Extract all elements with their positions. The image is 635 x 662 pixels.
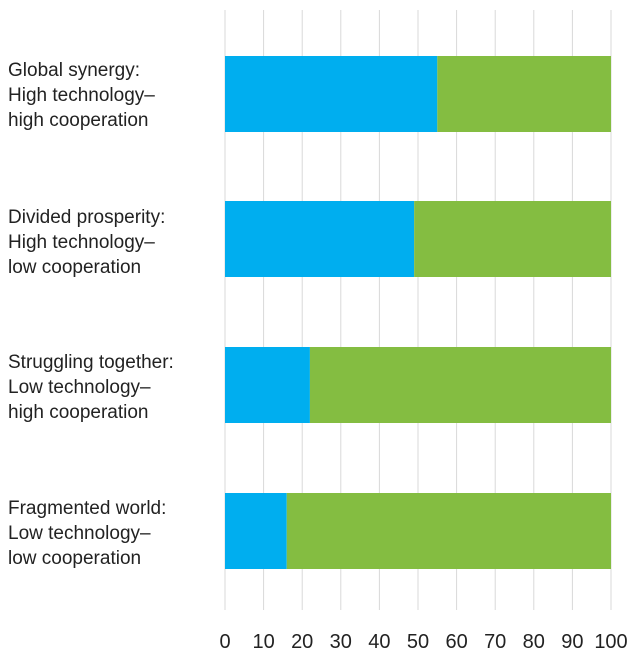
x-tick-label-30: 30 xyxy=(330,631,352,653)
x-axis-ticks: 0 10 20 30 40 50 60 70 80 90 100 xyxy=(219,631,627,653)
x-tick-label-100: 100 xyxy=(594,631,627,653)
bar-segment-green-4 xyxy=(287,493,611,569)
x-tick-label-20: 20 xyxy=(291,631,313,653)
bar-segment-green-2 xyxy=(414,201,611,277)
x-tick-label-80: 80 xyxy=(523,631,545,653)
x-tick-label-60: 60 xyxy=(445,631,467,653)
bar-segment-blue-2 xyxy=(225,201,414,277)
x-tick-label-70: 70 xyxy=(484,631,506,653)
x-tick-label-40: 40 xyxy=(368,631,390,653)
x-tick-label-50: 50 xyxy=(407,631,429,653)
bar-segment-blue-1 xyxy=(225,56,437,132)
x-tick-label-90: 90 xyxy=(561,631,583,653)
bar-segment-green-1 xyxy=(437,56,611,132)
bar-segment-green-3 xyxy=(310,347,611,423)
x-tick-label-0: 0 xyxy=(219,631,230,653)
bar-segment-blue-4 xyxy=(225,493,287,569)
bar-segment-blue-3 xyxy=(225,347,310,423)
x-tick-label-10: 10 xyxy=(252,631,274,653)
